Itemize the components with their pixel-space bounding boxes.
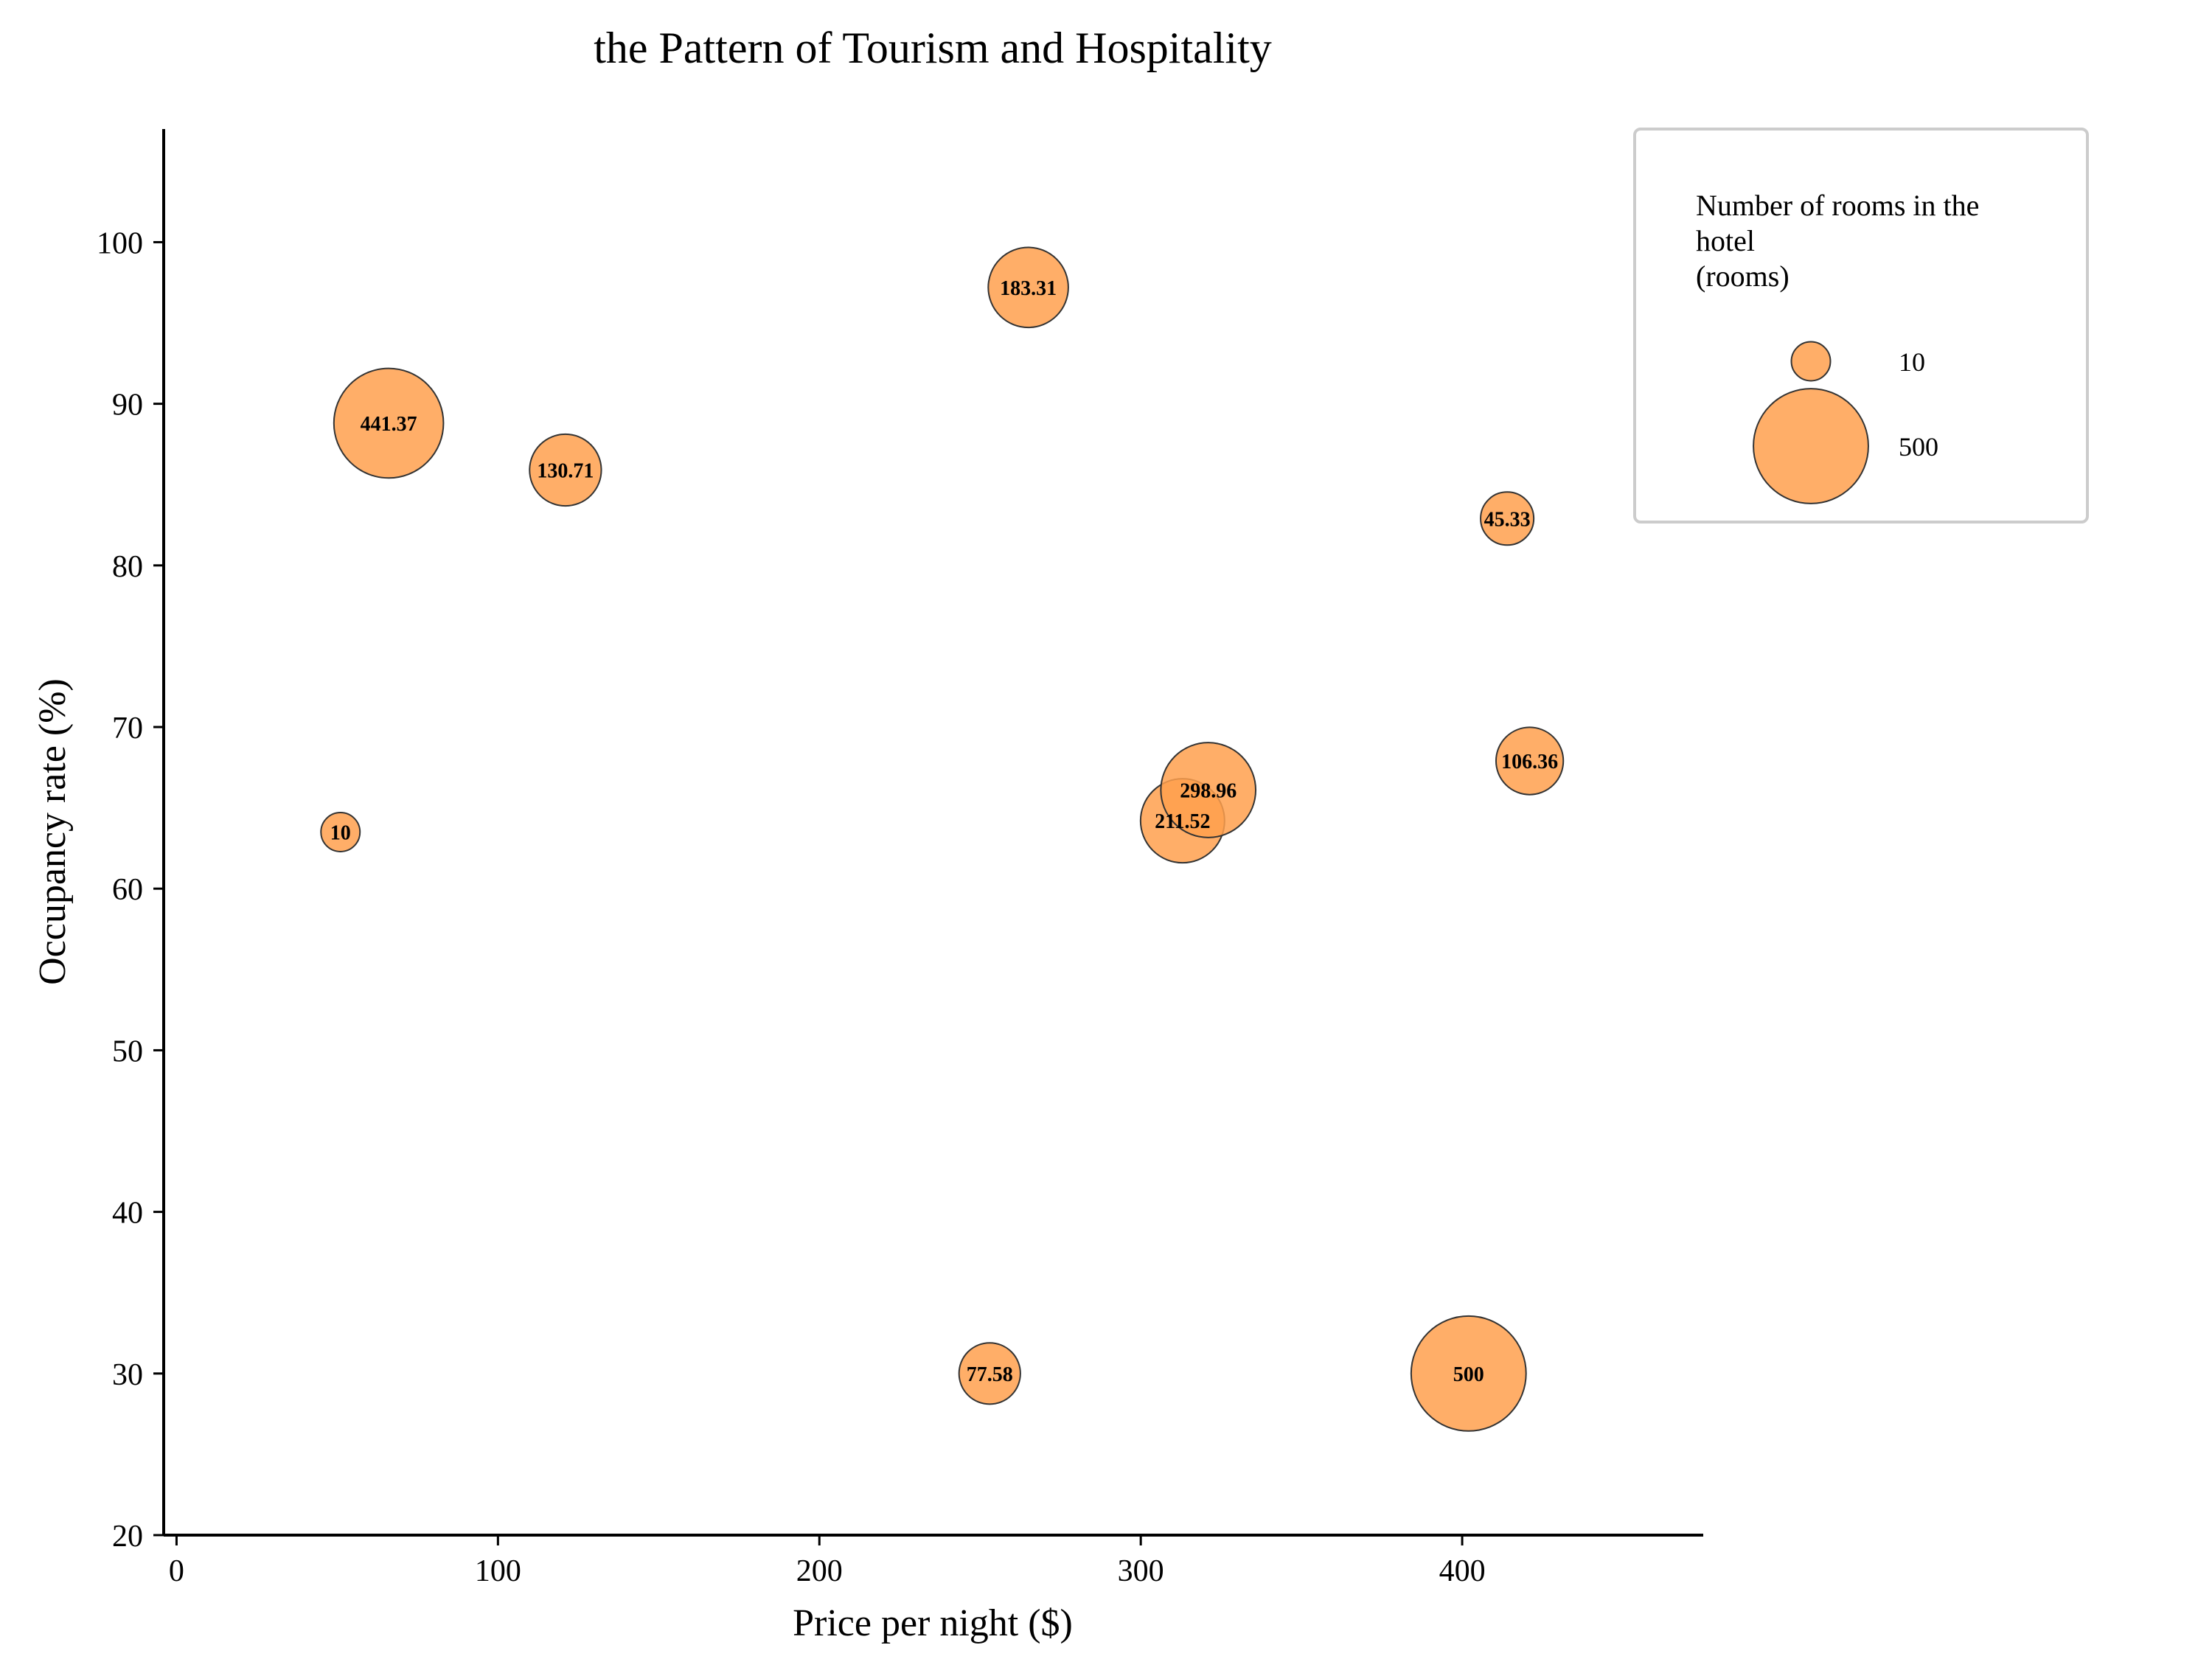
bubble-label: 211.52 bbox=[1155, 810, 1210, 833]
legend-marker bbox=[1790, 341, 1832, 382]
legend-title-line: Number of rooms in the bbox=[1696, 189, 1979, 222]
y-tick-label: 40 bbox=[112, 1197, 143, 1231]
y-tick-label: 70 bbox=[112, 712, 143, 745]
legend-entries: 10 500 bbox=[1753, 341, 1938, 504]
bubble-label: 183.31 bbox=[1000, 277, 1057, 300]
legend-title: Number of rooms in the hotel (rooms) bbox=[1696, 189, 1986, 293]
bubble-label: 298.96 bbox=[1180, 780, 1237, 803]
x-tick-label: 100 bbox=[475, 1554, 521, 1588]
bubble-label: 441.37 bbox=[361, 413, 417, 436]
bubble-label: 10 bbox=[330, 822, 351, 845]
bubble-label: 106.36 bbox=[1501, 751, 1558, 773]
y-tick-label: 20 bbox=[112, 1520, 143, 1554]
y-tick-label: 90 bbox=[112, 389, 143, 422]
x-tick-label: 400 bbox=[1439, 1554, 1486, 1588]
bubble bbox=[987, 246, 1069, 329]
y-axis-label: Occupancy rate (%) bbox=[32, 678, 74, 985]
legend-marker bbox=[1753, 388, 1869, 504]
bubble bbox=[1160, 742, 1257, 838]
legend-entry-label: 10 bbox=[1899, 347, 1925, 377]
y-tick-label: 60 bbox=[112, 873, 143, 907]
bubbles: 10 441.37 130.71 77.58 183.31 211.52 298.96 500… bbox=[320, 246, 1565, 1432]
bubble bbox=[1410, 1315, 1527, 1432]
bubble-label: 500 bbox=[1453, 1363, 1484, 1386]
bubble bbox=[958, 1342, 1021, 1405]
legend-box bbox=[1633, 128, 2089, 524]
bubble bbox=[1495, 726, 1565, 796]
legend-title-line: (rooms) bbox=[1696, 260, 1790, 293]
legend-title-line: hotel bbox=[1696, 224, 1755, 257]
bubble-label: 77.58 bbox=[967, 1363, 1013, 1386]
y-tick-label: 80 bbox=[112, 550, 143, 584]
x-ticks: 0 100 200 300 400 bbox=[169, 1535, 1486, 1588]
x-tick-label: 300 bbox=[1118, 1554, 1164, 1588]
axes bbox=[162, 129, 1703, 1537]
x-axis-label: Price per night ($) bbox=[793, 1602, 1073, 1644]
bubble bbox=[333, 367, 445, 479]
bubble-label: 130.71 bbox=[537, 460, 594, 483]
chart-title: the Pattern of Tourism and Hospitality bbox=[594, 24, 1272, 72]
bubble bbox=[1480, 491, 1535, 546]
bubble bbox=[529, 433, 602, 507]
y-tick-label: 50 bbox=[112, 1034, 143, 1068]
y-ticks: 20 30 40 50 60 70 80 90 100 bbox=[97, 226, 164, 1554]
x-tick-label: 200 bbox=[796, 1554, 843, 1588]
bubble bbox=[320, 812, 361, 852]
y-tick-label: 30 bbox=[112, 1358, 143, 1392]
x-tick-label: 0 bbox=[169, 1554, 184, 1588]
legend: Number of rooms in the hotel (rooms) 10 5… bbox=[1633, 128, 2089, 524]
y-tick-label: 100 bbox=[97, 226, 143, 260]
legend-entry-label: 500 bbox=[1899, 432, 1938, 462]
bubble-label: 45.33 bbox=[1484, 508, 1531, 531]
